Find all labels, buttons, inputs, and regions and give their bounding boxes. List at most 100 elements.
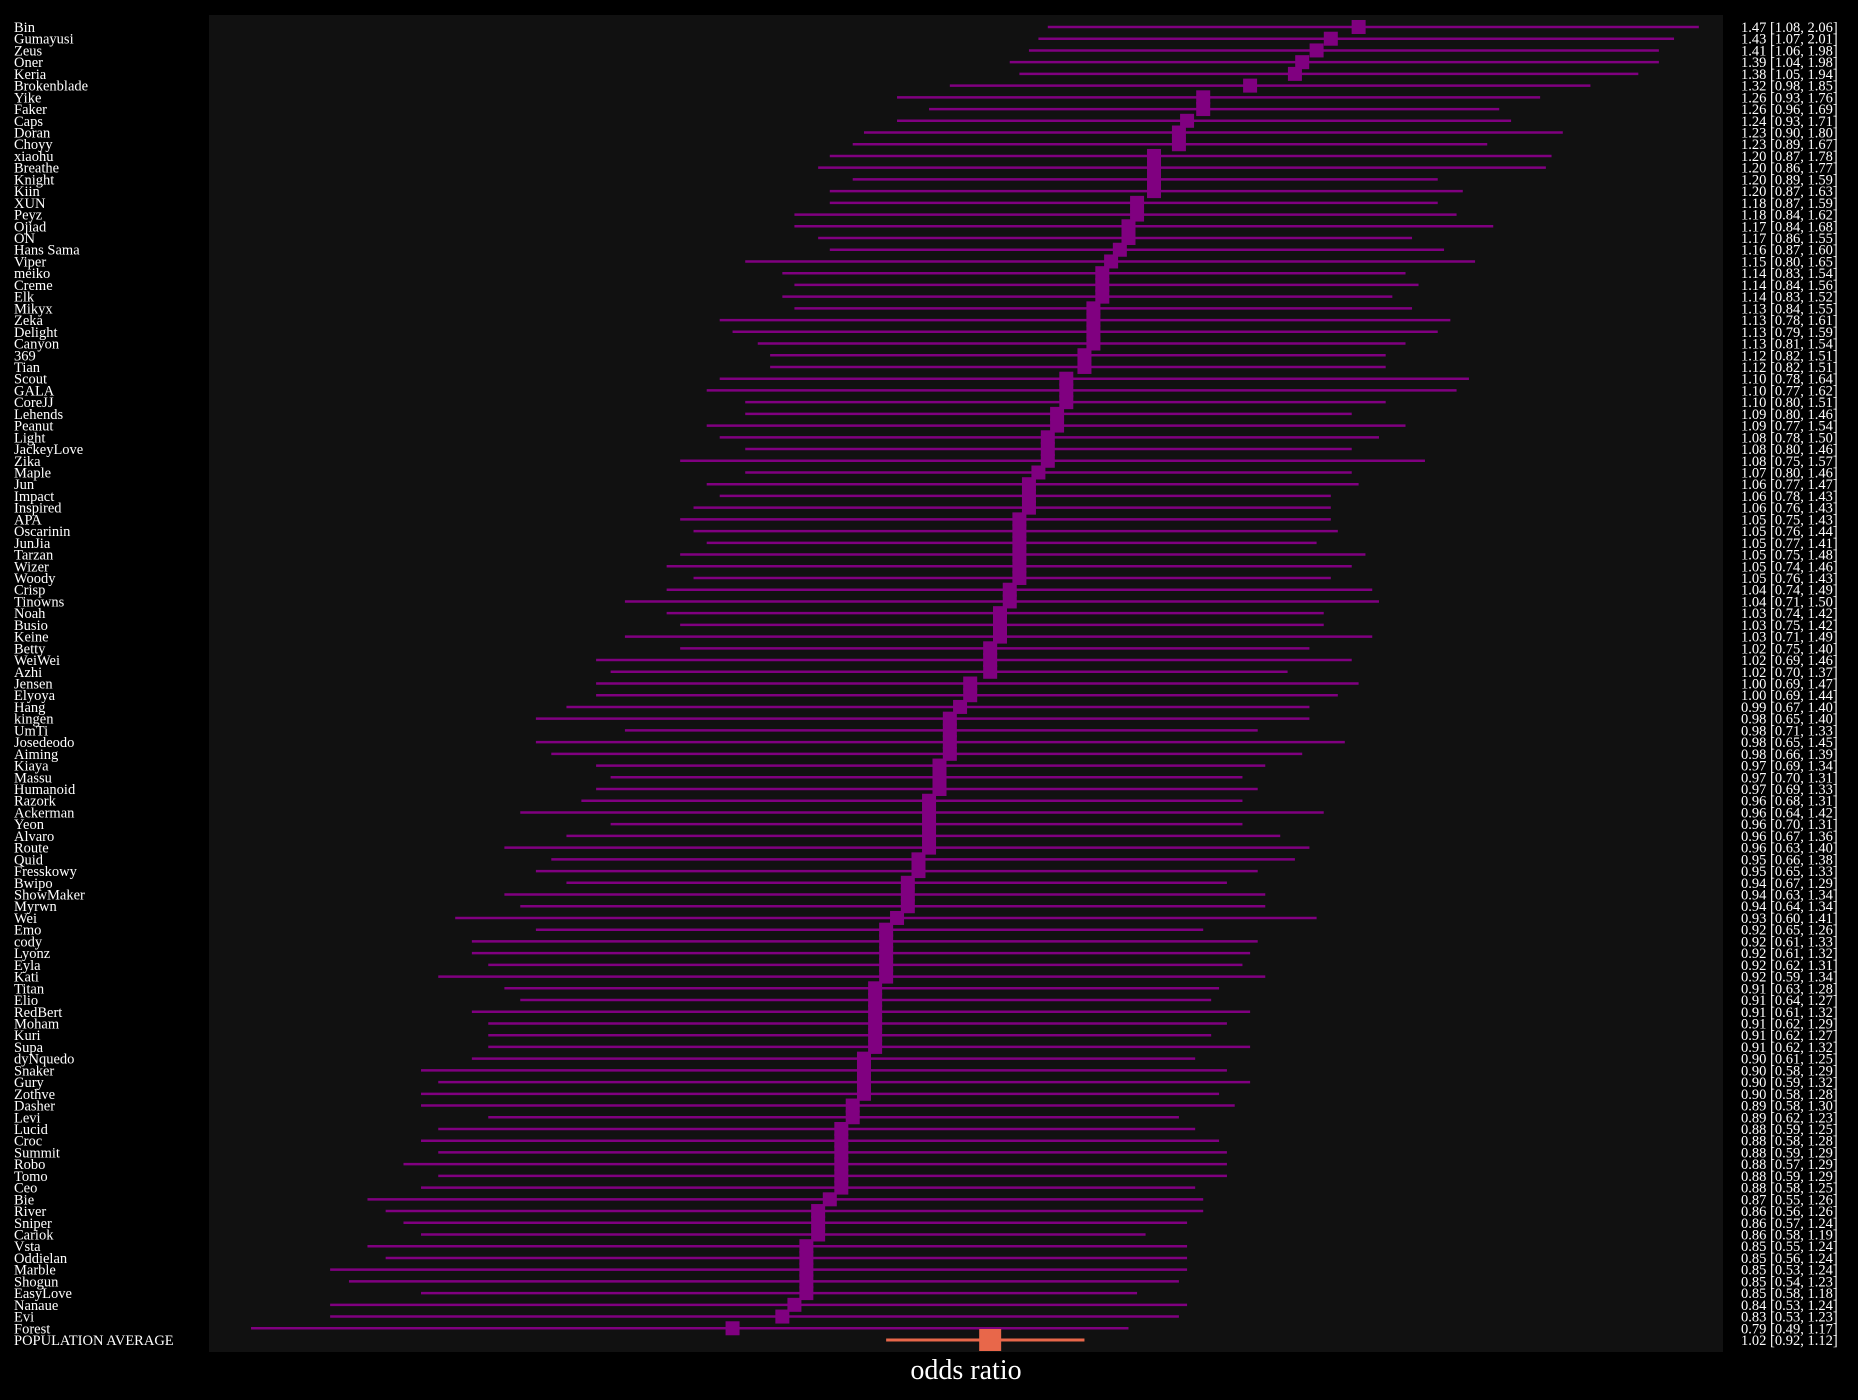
estimate-marker bbox=[799, 1250, 814, 1265]
row-value: 1.06 [0.76, 1.43] bbox=[1741, 501, 1838, 517]
row-value: 1.26 [0.96, 1.69] bbox=[1741, 102, 1838, 118]
row-label: Ackerman bbox=[14, 805, 75, 821]
estimate-marker bbox=[1147, 160, 1162, 175]
estimate-marker bbox=[922, 817, 937, 832]
estimate-marker bbox=[775, 1309, 790, 1324]
estimate-marker bbox=[799, 1262, 814, 1277]
row-label: xiaohu bbox=[14, 149, 53, 165]
row-label: Josedeodo bbox=[14, 735, 74, 751]
row-label: Doran bbox=[14, 126, 51, 142]
row-value: 1.43 [1.07, 2.01] bbox=[1741, 32, 1838, 48]
row-value: 1.38 [1.05, 1.94] bbox=[1741, 67, 1838, 83]
row-value: 0.83 [0.53, 1.23] bbox=[1741, 1310, 1838, 1326]
row-label: Peanut bbox=[14, 419, 53, 435]
row-label: Breathe bbox=[14, 161, 59, 177]
row-value: 0.94 [0.64, 1.34] bbox=[1741, 899, 1838, 915]
row-label: Oddielan bbox=[14, 1251, 68, 1267]
row-value: 1.02 [0.70, 1.37] bbox=[1741, 665, 1838, 681]
row-value: 0.91 [0.64, 1.27] bbox=[1741, 993, 1838, 1009]
row-label: Creme bbox=[14, 278, 53, 294]
row-value: 0.85 [0.54, 1.23] bbox=[1741, 1274, 1838, 1290]
estimate-marker bbox=[799, 1274, 814, 1289]
row-label: Kuri bbox=[14, 1028, 41, 1044]
row-label: Caps bbox=[14, 114, 43, 130]
row-label: Busio bbox=[14, 618, 48, 634]
row-value: 0.86 [0.58, 1.19] bbox=[1741, 1227, 1838, 1243]
row-label: WeiWei bbox=[14, 653, 60, 669]
row-value: 1.32 [0.98, 1.85] bbox=[1741, 79, 1838, 95]
row-label: Bwipo bbox=[14, 876, 53, 892]
row-value: 0.96 [0.70, 1.31] bbox=[1741, 817, 1838, 833]
row-value: 0.85 [0.56, 1.24] bbox=[1741, 1251, 1838, 1267]
row-value: 0.88 [0.58, 1.25] bbox=[1741, 1181, 1838, 1197]
row-values: 1.47 [1.08, 2.06]1.43 [1.07, 2.01]1.41 [… bbox=[1741, 20, 1838, 1349]
estimate-marker bbox=[834, 1133, 849, 1148]
estimate-marker bbox=[868, 993, 883, 1008]
row-value: 0.91 [0.61, 1.32] bbox=[1741, 1005, 1838, 1021]
row-value: 1.09 [0.77, 1.54] bbox=[1741, 419, 1838, 435]
row-label: JunJia bbox=[14, 536, 51, 552]
row-label: Alvaro bbox=[14, 829, 54, 845]
estimate-marker bbox=[1130, 195, 1145, 210]
estimate-marker bbox=[1243, 78, 1258, 93]
row-value: 0.92 [0.62, 1.31] bbox=[1741, 958, 1838, 974]
row-label: Moham bbox=[14, 1016, 60, 1032]
row-value: 1.05 [0.76, 1.43] bbox=[1741, 571, 1838, 587]
row-value: 1.13 [0.84, 1.55] bbox=[1741, 301, 1838, 317]
row-label: Quid bbox=[14, 852, 44, 868]
row-label: Wizer bbox=[14, 559, 49, 575]
row-label: Kiin bbox=[14, 184, 41, 200]
row-value: 0.89 [0.62, 1.23] bbox=[1741, 1110, 1838, 1126]
row-label: Tinowns bbox=[14, 594, 65, 610]
row-value: 0.96 [0.67, 1.36] bbox=[1741, 829, 1838, 845]
row-value: 1.20 [0.86, 1.77] bbox=[1741, 161, 1838, 177]
row-label: Zika bbox=[14, 454, 41, 470]
row-label: Yeon bbox=[14, 817, 45, 833]
row-value: 0.97 [0.70, 1.31] bbox=[1741, 770, 1838, 786]
row-value: 1.23 [0.90, 1.80] bbox=[1741, 126, 1838, 142]
row-label: Oscarinin bbox=[14, 524, 71, 540]
row-label: Elio bbox=[14, 993, 38, 1009]
estimate-marker bbox=[1021, 488, 1036, 503]
row-label: Elyoya bbox=[14, 688, 56, 704]
row-value: 1.17 [0.86, 1.55] bbox=[1741, 231, 1838, 247]
estimate-marker bbox=[868, 1016, 883, 1031]
row-label: Croc bbox=[14, 1134, 42, 1150]
row-value: 1.05 [0.75, 1.43] bbox=[1741, 512, 1838, 528]
row-label: XUN bbox=[14, 196, 46, 212]
row-value: 1.14 [0.83, 1.54] bbox=[1741, 266, 1838, 282]
row-value: 1.12 [0.82, 1.51] bbox=[1741, 360, 1838, 376]
row-value: 1.12 [0.82, 1.51] bbox=[1741, 348, 1838, 364]
estimate-marker bbox=[1287, 66, 1302, 81]
estimate-marker bbox=[1171, 125, 1186, 140]
estimate-marker bbox=[799, 1286, 814, 1301]
estimate-marker bbox=[922, 805, 937, 820]
estimate-marker bbox=[834, 1157, 849, 1172]
estimate-marker bbox=[1012, 524, 1027, 539]
row-value: 0.91 [0.62, 1.29] bbox=[1741, 1016, 1838, 1032]
row-value: 0.98 [0.65, 1.40] bbox=[1741, 712, 1838, 728]
estimate-marker bbox=[1095, 289, 1110, 304]
row-value: 1.17 [0.84, 1.68] bbox=[1741, 219, 1838, 235]
row-label: Light bbox=[14, 430, 45, 446]
estimate-marker bbox=[1121, 219, 1136, 234]
row-label: Cariok bbox=[14, 1227, 54, 1243]
estimate-marker bbox=[879, 946, 894, 961]
row-label: Delight bbox=[14, 325, 58, 341]
estimate-marker bbox=[1077, 359, 1092, 374]
row-label: Crisp bbox=[14, 583, 45, 599]
row-label: RedBert bbox=[14, 1005, 62, 1021]
estimate-marker bbox=[725, 1321, 740, 1336]
row-value: 0.95 [0.65, 1.33] bbox=[1741, 864, 1838, 880]
estimate-marker bbox=[799, 1239, 814, 1254]
row-label: meiko bbox=[14, 266, 50, 282]
row-value: 0.99 [0.67, 1.40] bbox=[1741, 700, 1838, 716]
row-value: 1.04 [0.71, 1.50] bbox=[1741, 594, 1838, 610]
estimate-marker bbox=[900, 875, 915, 890]
row-value: 0.98 [0.65, 1.45] bbox=[1741, 735, 1838, 751]
estimate-marker bbox=[1112, 242, 1127, 257]
estimate-marker bbox=[868, 1028, 883, 1043]
row-label: Tian bbox=[14, 360, 41, 376]
row-value: 1.03 [0.74, 1.42] bbox=[1741, 606, 1838, 622]
